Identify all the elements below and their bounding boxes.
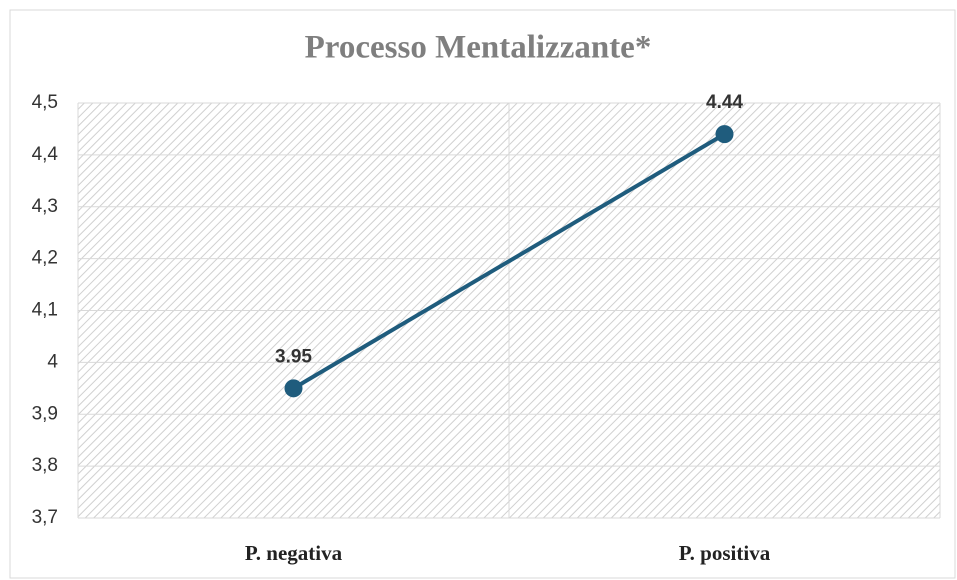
x-tick-label: P. positiva <box>679 541 771 565</box>
data-point <box>284 379 303 398</box>
y-tick-label: 4,4 <box>32 144 59 165</box>
data-point <box>715 125 734 144</box>
y-tick-label: 3,7 <box>32 507 58 528</box>
chart-title: Processo Mentalizzante* <box>305 30 652 66</box>
series-line <box>292 132 726 391</box>
y-tick-label: 3,9 <box>32 403 58 424</box>
y-tick-label: 3,8 <box>32 455 58 476</box>
y-tick-label: 4,1 <box>32 300 58 321</box>
x-tick-label: P. negativa <box>245 541 343 565</box>
y-tick-label: 4,5 <box>32 92 58 113</box>
y-tick-label: 4,2 <box>32 248 58 269</box>
data-label: 4.44 <box>706 92 743 113</box>
data-label: 3.95 <box>275 346 312 367</box>
y-tick-label: 4,3 <box>32 196 58 217</box>
y-tick-label: 4 <box>47 351 58 372</box>
